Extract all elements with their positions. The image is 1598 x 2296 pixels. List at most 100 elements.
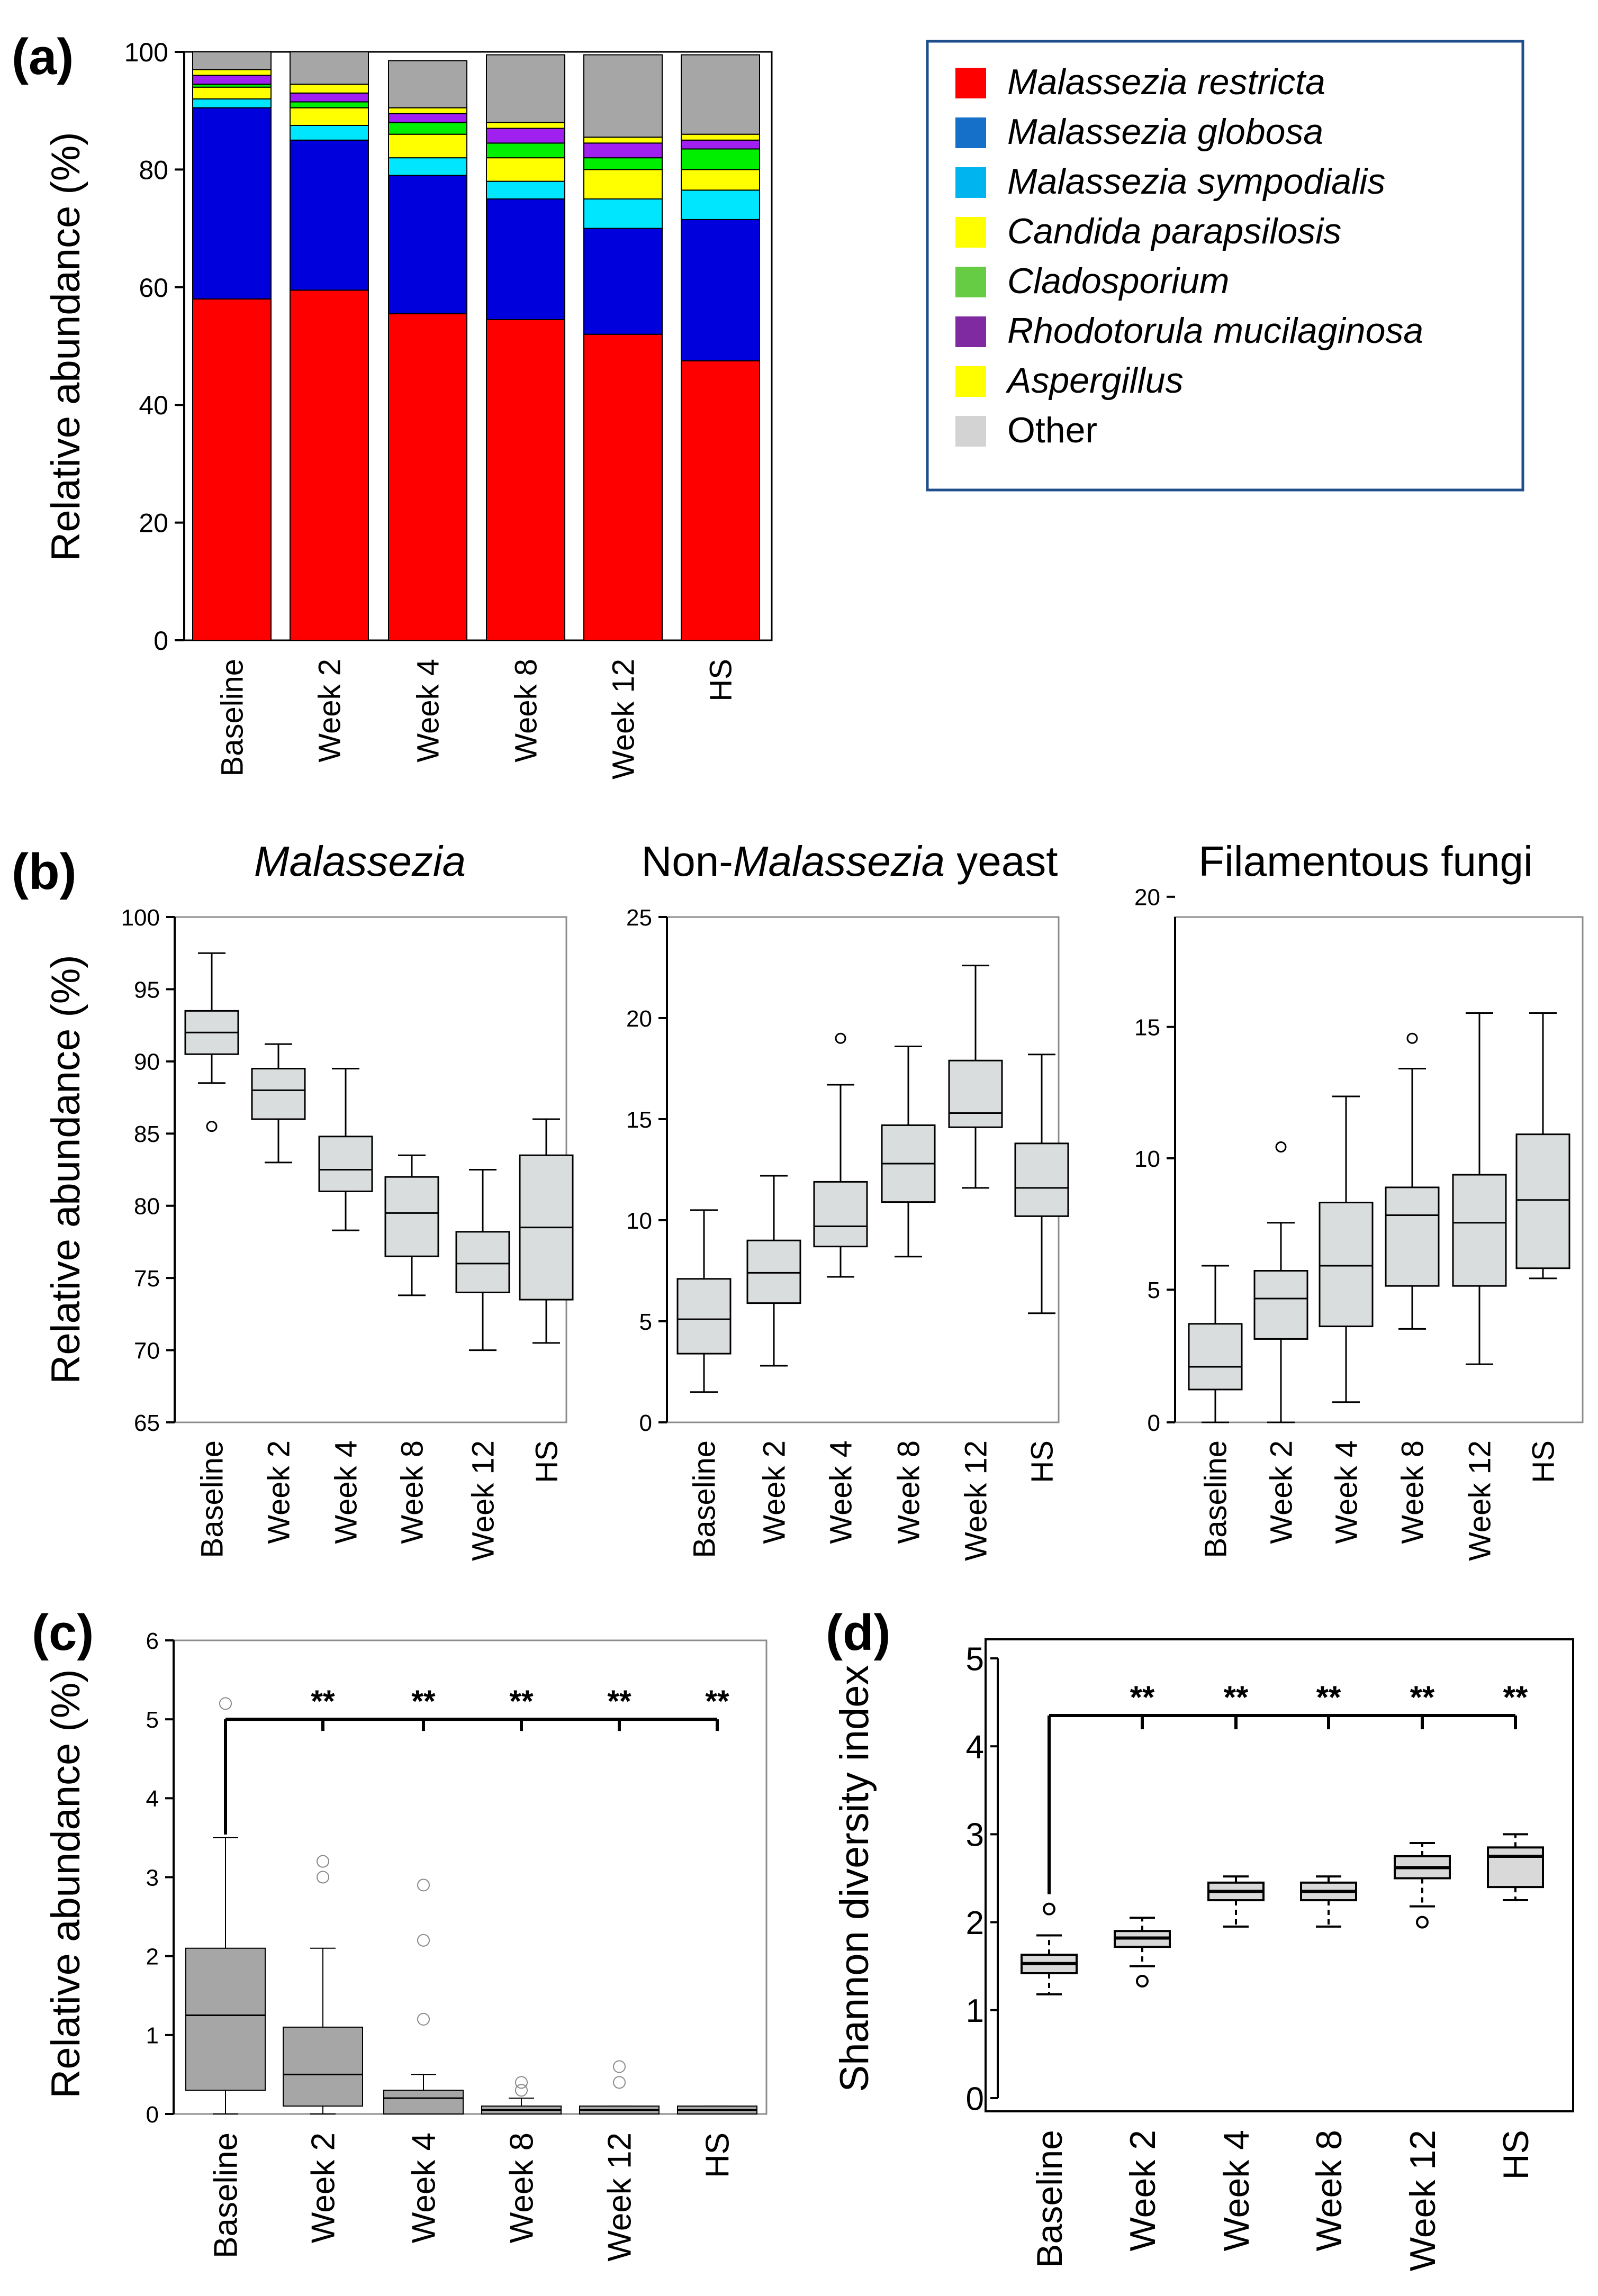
y-tick-label: 60 <box>139 273 168 303</box>
x-tick-label: HS <box>529 1440 564 1483</box>
x-tick-label: Week 4 <box>411 659 445 763</box>
x-tick-label: HS <box>703 659 738 702</box>
box <box>185 1947 266 2091</box>
x-tick-label: Baseline <box>208 2132 245 2258</box>
box <box>1188 1323 1243 1391</box>
box <box>251 1068 306 1120</box>
significance-marker: ** <box>1224 1680 1249 1715</box>
outlier-point <box>417 1878 430 1892</box>
x-tick-label: Week 12 <box>1462 1440 1497 1561</box>
panel-label-b: (b) <box>12 843 77 900</box>
bar-segment <box>290 125 369 141</box>
bar-segment <box>681 169 760 191</box>
box <box>384 1176 439 1257</box>
x-tick-label: Week 2 <box>757 1440 791 1544</box>
panel-label-c: (c) <box>32 1604 94 1661</box>
significance-marker: ** <box>1130 1680 1155 1715</box>
bar-segment <box>290 51 369 85</box>
x-tick-label: Week 8 <box>1395 1440 1430 1544</box>
x-tick-label: Week 8 <box>891 1440 926 1544</box>
y-tick-label: 4 <box>146 1786 159 1812</box>
outlier-point <box>1406 1032 1418 1044</box>
panel-b-title-malassezia: Malassezia <box>254 838 466 885</box>
bar-segment <box>681 139 760 150</box>
bar-segment <box>486 142 565 159</box>
y-tick-label: 85 <box>134 1121 160 1147</box>
panel-d-boxplot: 0 1 2 3 4 5 ** ** ** ** ** Baseline Week 2 Week 4 Week… <box>832 1638 1574 2271</box>
outlier-point <box>417 2013 430 2026</box>
y-tick-label: 0 <box>639 1410 652 1436</box>
y-tick-label: 15 <box>1134 1015 1160 1041</box>
legend-label: Malassezia sympodialis <box>1007 161 1385 202</box>
outlier-point <box>219 1697 232 1710</box>
y-tick-label: 4 <box>966 1729 984 1766</box>
x-tick-label: Week 8 <box>1309 2130 1349 2251</box>
box <box>746 1239 801 1304</box>
bar-segment <box>388 60 467 108</box>
y-tick-label: 20 <box>626 1006 652 1032</box>
outlier-point <box>1275 1141 1287 1153</box>
bar-segment <box>681 133 760 141</box>
y-tick-label: 2 <box>966 1905 984 1941</box>
legend-swatch <box>955 366 986 397</box>
legend-swatch <box>955 416 986 447</box>
y-tick-label: 20 <box>1134 885 1160 911</box>
outlier-point <box>1043 1902 1055 1916</box>
y-tick-label: 95 <box>134 977 160 1003</box>
bar-segment <box>290 101 369 108</box>
significance-marker: ** <box>607 1684 631 1719</box>
box <box>1452 1174 1507 1287</box>
bar-segment <box>486 198 565 320</box>
bar-segment <box>192 69 272 76</box>
significance-marker: ** <box>705 1684 729 1719</box>
legend-swatch <box>955 217 986 248</box>
x-tick-label: Week 12 <box>602 2132 638 2262</box>
outlier-point <box>206 1121 218 1132</box>
box <box>383 2090 464 2115</box>
y-tick-label: 100 <box>121 905 160 931</box>
significance-marker: ** <box>509 1684 534 1719</box>
y-tick-label: 6 <box>146 1628 159 1654</box>
y-axis-label: Shannon diversity index <box>832 1665 877 2092</box>
y-axis-label: Relative abundance (%) <box>43 132 88 561</box>
y-tick-label: 3 <box>146 1865 159 1891</box>
bar-segment <box>192 98 272 108</box>
y-tick-label: 5 <box>966 1641 984 1677</box>
box <box>1253 1270 1308 1340</box>
y-tick-label: 70 <box>134 1338 160 1364</box>
bar-segment <box>583 169 663 199</box>
y-tick-label: 5 <box>1148 1277 1160 1303</box>
box <box>1487 1846 1544 1889</box>
box <box>1014 1142 1069 1217</box>
box <box>455 1231 510 1293</box>
bar-segment <box>583 198 663 229</box>
x-tick-label: HS <box>1496 2130 1536 2180</box>
x-tick-label: Baseline <box>215 659 249 776</box>
bar-segment <box>388 157 467 176</box>
box <box>1385 1186 1440 1287</box>
x-tick-label: Week 2 <box>305 2132 342 2243</box>
bar-segment <box>290 92 369 103</box>
legend-swatch <box>955 68 986 98</box>
bar-segment <box>192 51 272 70</box>
y-tick-label: 0 <box>966 2081 984 2117</box>
x-tick-label: Week 2 <box>261 1440 296 1544</box>
bar-segment <box>681 189 760 220</box>
x-tick-label: Week 8 <box>504 2132 540 2243</box>
legend-label: Malassezia restricta <box>1007 62 1325 102</box>
legend-swatch <box>955 167 986 198</box>
significance-marker: ** <box>311 1684 335 1719</box>
y-tick-label: 65 <box>134 1410 160 1436</box>
significance-marker: ** <box>1316 1680 1341 1715</box>
x-tick-label: HS <box>1025 1440 1059 1483</box>
x-tick-label: Week 4 <box>406 2132 443 2243</box>
box <box>676 1278 732 1355</box>
panel-b-non-malassezia-boxplot: 0 5 10 15 20 25 Baseline Week 2 Week 4 Week 8 Week… <box>626 838 1069 1561</box>
y-tick-label: 15 <box>626 1107 652 1133</box>
x-tick-label: Baseline <box>1030 2130 1070 2268</box>
x-tick-label: Week 2 <box>312 659 347 763</box>
outlier-point <box>317 1871 329 1884</box>
y-tick-label: 5 <box>639 1309 652 1335</box>
panel-b-malassezia-boxplot: 65 70 75 80 85 90 95 100 Baseline Week 2 Week 4 Wee… <box>43 838 574 1561</box>
x-tick-label: Week 12 <box>466 1440 500 1561</box>
